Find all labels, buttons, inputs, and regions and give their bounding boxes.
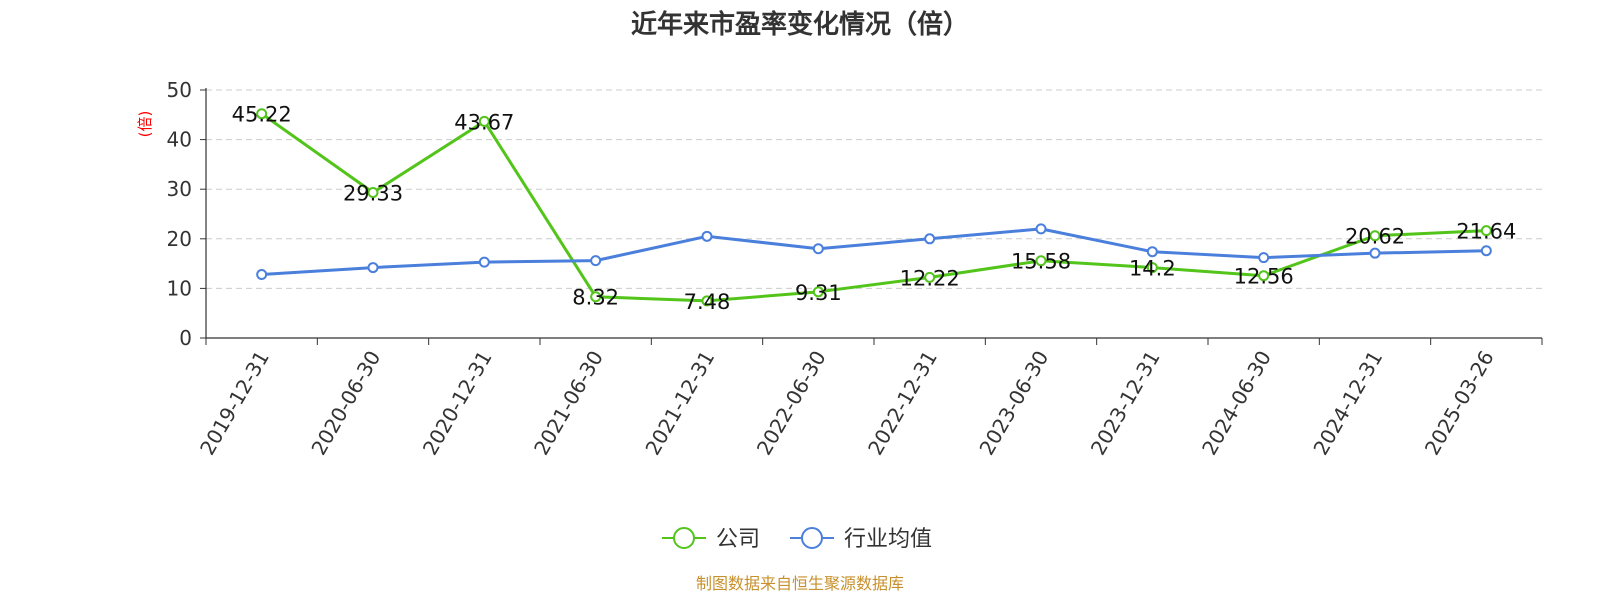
data-label: 8.32: [572, 286, 619, 310]
series-point: [701, 295, 713, 307]
series-point: [1035, 255, 1047, 267]
data-label: 43.67: [454, 110, 514, 134]
x-tick-label: 2025-03-26: [1420, 347, 1499, 460]
series-point: [1369, 247, 1381, 259]
legend-marker: [801, 527, 823, 549]
y-tick-label: 0: [179, 326, 192, 350]
series-point: [478, 115, 490, 127]
y-tick-label: 40: [167, 128, 192, 152]
chart-title: 近年来市盈率变化情况（倍）: [631, 9, 969, 40]
data-label: 7.48: [684, 290, 731, 314]
series-point: [1258, 252, 1270, 264]
series-line-1: [261, 227, 1487, 277]
series-point: [256, 269, 268, 281]
series-layer: [256, 108, 1492, 307]
y-axis-label: (倍): [136, 111, 154, 138]
x-tick-label: 2020-06-30: [306, 347, 385, 460]
series-point: [1258, 270, 1270, 282]
y-tick-label: 20: [167, 227, 192, 251]
legend-marker: [673, 527, 695, 549]
x-tick-label: 2021-12-31: [640, 347, 719, 460]
series-point: [812, 286, 824, 298]
x-tick-label: 2023-06-30: [974, 347, 1053, 460]
series-point: [924, 271, 936, 283]
x-tick-label: 2019-12-31: [195, 347, 274, 460]
series-point: [590, 291, 602, 303]
legend[interactable]: 公司 行业均值: [662, 527, 932, 552]
x-tick-label: 2022-06-30: [752, 347, 831, 460]
x-tick-label: 2023-12-31: [1086, 347, 1165, 460]
y-axis-ticks: 0 10 20 30 40 50: [167, 78, 206, 350]
series-point: [701, 230, 713, 242]
data-label: 20.62: [1345, 225, 1405, 249]
series-point: [367, 262, 379, 274]
legend-label: 行业均值: [844, 527, 932, 552]
data-label: 21.64: [1456, 220, 1516, 244]
data-label: 9.31: [795, 281, 842, 305]
data-label: 15.58: [1011, 250, 1071, 274]
legend-item-0[interactable]: 公司: [662, 527, 760, 552]
data-label: 12.56: [1234, 265, 1294, 289]
series-point: [478, 256, 490, 268]
series-point: [1035, 223, 1047, 235]
x-tick-label: 2022-12-31: [863, 347, 942, 460]
series-point: [1369, 230, 1381, 242]
series-point: [924, 233, 936, 245]
series-point: [1480, 225, 1492, 237]
data-labels: 45.22 29.33 43.67 8.32 7.48 9.31 12.22 15.58 14.…: [232, 103, 1517, 314]
x-tick-label: 2021-06-30: [529, 347, 608, 460]
legend-label: 公司: [716, 527, 760, 552]
y-tick-label: 30: [167, 177, 192, 201]
legend-item-1[interactable]: 行业均值: [790, 527, 932, 552]
data-label: 29.33: [343, 182, 403, 206]
source-note: 制图数据来自恒生聚源数据库: [696, 574, 904, 593]
series-point: [1480, 245, 1492, 257]
data-label: 45.22: [232, 103, 292, 127]
x-tick-label: 2020-12-31: [418, 347, 497, 460]
x-tick-label: 2024-06-30: [1197, 347, 1276, 460]
y-tick-label: 50: [167, 78, 192, 102]
data-label: 12.22: [900, 266, 960, 290]
series-point: [812, 243, 824, 255]
data-label: 14.2: [1129, 257, 1176, 281]
series-point: [256, 108, 268, 120]
grid-lines: [206, 89, 1542, 289]
x-axis-ticks: 2019-12-31 2020-06-30 2020-12-31 2021-06-30…: [195, 338, 1543, 460]
series-point: [367, 187, 379, 199]
y-tick-label: 10: [167, 276, 192, 300]
series-point: [1146, 246, 1158, 258]
x-tick-label: 2024-12-31: [1308, 347, 1387, 460]
series-point: [1146, 262, 1158, 274]
axes: [205, 88, 1542, 339]
series-line-0: [260, 112, 1487, 303]
series-point: [590, 255, 602, 267]
